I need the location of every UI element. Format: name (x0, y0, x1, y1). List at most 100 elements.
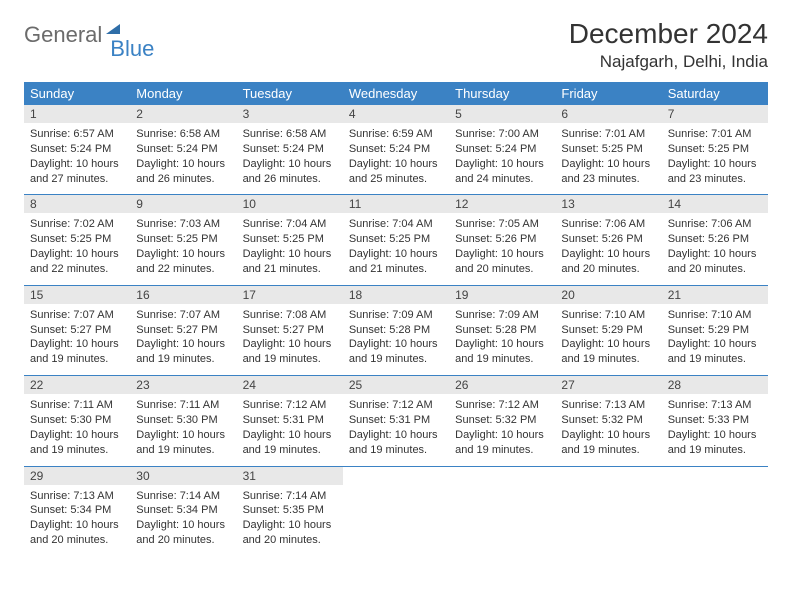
day-body: Sunrise: 7:14 AMSunset: 5:34 PMDaylight:… (130, 485, 236, 556)
day-body: Sunrise: 7:10 AMSunset: 5:29 PMDaylight:… (662, 304, 768, 375)
calendar-cell: 4Sunrise: 6:59 AMSunset: 5:24 PMDaylight… (343, 105, 449, 195)
day-body: Sunrise: 7:04 AMSunset: 5:25 PMDaylight:… (237, 213, 343, 284)
page: General Blue December 2024 Najafgarh, De… (0, 0, 792, 556)
calendar-body: 1Sunrise: 6:57 AMSunset: 5:24 PMDaylight… (24, 105, 768, 556)
day-body: Sunrise: 6:59 AMSunset: 5:24 PMDaylight:… (343, 123, 449, 194)
calendar-cell: .. (662, 466, 768, 556)
calendar-cell: 24Sunrise: 7:12 AMSunset: 5:31 PMDayligh… (237, 376, 343, 466)
day-body: Sunrise: 7:02 AMSunset: 5:25 PMDaylight:… (24, 213, 130, 284)
day-number: 13 (555, 195, 661, 213)
day-body: Sunrise: 6:58 AMSunset: 5:24 PMDaylight:… (237, 123, 343, 194)
day-number: 26 (449, 376, 555, 394)
logo: General Blue (24, 18, 154, 48)
day-number: 10 (237, 195, 343, 213)
page-title: December 2024 (569, 18, 768, 50)
calendar-cell: 27Sunrise: 7:13 AMSunset: 5:32 PMDayligh… (555, 376, 661, 466)
day-body: Sunrise: 7:12 AMSunset: 5:32 PMDaylight:… (449, 394, 555, 465)
day-number: 25 (343, 376, 449, 394)
weekday-sunday: Sunday (24, 82, 130, 105)
day-number: 18 (343, 286, 449, 304)
calendar-cell: .. (449, 466, 555, 556)
calendar-row: 15Sunrise: 7:07 AMSunset: 5:27 PMDayligh… (24, 285, 768, 375)
calendar-cell: 11Sunrise: 7:04 AMSunset: 5:25 PMDayligh… (343, 195, 449, 285)
calendar-cell: 23Sunrise: 7:11 AMSunset: 5:30 PMDayligh… (130, 376, 236, 466)
calendar-cell: 6Sunrise: 7:01 AMSunset: 5:25 PMDaylight… (555, 105, 661, 195)
day-number: 19 (449, 286, 555, 304)
day-body: Sunrise: 7:14 AMSunset: 5:35 PMDaylight:… (237, 485, 343, 556)
day-body: Sunrise: 7:03 AMSunset: 5:25 PMDaylight:… (130, 213, 236, 284)
day-number: 31 (237, 467, 343, 485)
day-number: 5 (449, 105, 555, 123)
calendar-cell: 17Sunrise: 7:08 AMSunset: 5:27 PMDayligh… (237, 285, 343, 375)
header: General Blue December 2024 Najafgarh, De… (24, 18, 768, 72)
day-body: Sunrise: 7:01 AMSunset: 5:25 PMDaylight:… (662, 123, 768, 194)
day-number: 7 (662, 105, 768, 123)
calendar-cell: 18Sunrise: 7:09 AMSunset: 5:28 PMDayligh… (343, 285, 449, 375)
calendar-cell: 12Sunrise: 7:05 AMSunset: 5:26 PMDayligh… (449, 195, 555, 285)
calendar-cell: 26Sunrise: 7:12 AMSunset: 5:32 PMDayligh… (449, 376, 555, 466)
weekday-tuesday: Tuesday (237, 82, 343, 105)
day-number: 28 (662, 376, 768, 394)
calendar-cell: 7Sunrise: 7:01 AMSunset: 5:25 PMDaylight… (662, 105, 768, 195)
day-body: Sunrise: 7:06 AMSunset: 5:26 PMDaylight:… (555, 213, 661, 284)
day-number: 20 (555, 286, 661, 304)
calendar-cell: 25Sunrise: 7:12 AMSunset: 5:31 PMDayligh… (343, 376, 449, 466)
calendar-cell: .. (343, 466, 449, 556)
day-number: 22 (24, 376, 130, 394)
day-body: Sunrise: 7:13 AMSunset: 5:32 PMDaylight:… (555, 394, 661, 465)
weekday-header-row: Sunday Monday Tuesday Wednesday Thursday… (24, 82, 768, 105)
title-block: December 2024 Najafgarh, Delhi, India (569, 18, 768, 72)
day-body: Sunrise: 7:08 AMSunset: 5:27 PMDaylight:… (237, 304, 343, 375)
day-number: 12 (449, 195, 555, 213)
day-number: 27 (555, 376, 661, 394)
weekday-monday: Monday (130, 82, 236, 105)
calendar-cell: 8Sunrise: 7:02 AMSunset: 5:25 PMDaylight… (24, 195, 130, 285)
day-body: Sunrise: 7:06 AMSunset: 5:26 PMDaylight:… (662, 213, 768, 284)
calendar-cell: .. (555, 466, 661, 556)
day-body: Sunrise: 7:11 AMSunset: 5:30 PMDaylight:… (130, 394, 236, 465)
day-body: Sunrise: 7:04 AMSunset: 5:25 PMDaylight:… (343, 213, 449, 284)
weekday-thursday: Thursday (449, 82, 555, 105)
day-body: Sunrise: 6:57 AMSunset: 5:24 PMDaylight:… (24, 123, 130, 194)
day-number: 1 (24, 105, 130, 123)
day-body: Sunrise: 7:09 AMSunset: 5:28 PMDaylight:… (449, 304, 555, 375)
calendar-cell: 15Sunrise: 7:07 AMSunset: 5:27 PMDayligh… (24, 285, 130, 375)
day-number: 21 (662, 286, 768, 304)
calendar-row: 1Sunrise: 6:57 AMSunset: 5:24 PMDaylight… (24, 105, 768, 195)
day-number: 11 (343, 195, 449, 213)
logo-word-2: Blue (110, 36, 154, 62)
weekday-saturday: Saturday (662, 82, 768, 105)
calendar-cell: 2Sunrise: 6:58 AMSunset: 5:24 PMDaylight… (130, 105, 236, 195)
day-body: Sunrise: 7:07 AMSunset: 5:27 PMDaylight:… (130, 304, 236, 375)
day-body: Sunrise: 7:10 AMSunset: 5:29 PMDaylight:… (555, 304, 661, 375)
calendar-cell: 19Sunrise: 7:09 AMSunset: 5:28 PMDayligh… (449, 285, 555, 375)
weekday-friday: Friday (555, 82, 661, 105)
calendar-cell: 16Sunrise: 7:07 AMSunset: 5:27 PMDayligh… (130, 285, 236, 375)
day-number: 6 (555, 105, 661, 123)
day-number: 4 (343, 105, 449, 123)
day-number: 3 (237, 105, 343, 123)
calendar-row: 22Sunrise: 7:11 AMSunset: 5:30 PMDayligh… (24, 376, 768, 466)
day-number: 24 (237, 376, 343, 394)
calendar-cell: 22Sunrise: 7:11 AMSunset: 5:30 PMDayligh… (24, 376, 130, 466)
logo-triangle-icon (106, 24, 120, 34)
location-text: Najafgarh, Delhi, India (569, 52, 768, 72)
day-number: 29 (24, 467, 130, 485)
calendar-cell: 10Sunrise: 7:04 AMSunset: 5:25 PMDayligh… (237, 195, 343, 285)
logo-word-1: General (24, 22, 102, 48)
calendar-cell: 3Sunrise: 6:58 AMSunset: 5:24 PMDaylight… (237, 105, 343, 195)
calendar-cell: 1Sunrise: 6:57 AMSunset: 5:24 PMDaylight… (24, 105, 130, 195)
day-body: Sunrise: 7:13 AMSunset: 5:34 PMDaylight:… (24, 485, 130, 556)
day-body: Sunrise: 7:13 AMSunset: 5:33 PMDaylight:… (662, 394, 768, 465)
weekday-wednesday: Wednesday (343, 82, 449, 105)
day-body: Sunrise: 6:58 AMSunset: 5:24 PMDaylight:… (130, 123, 236, 194)
calendar-cell: 21Sunrise: 7:10 AMSunset: 5:29 PMDayligh… (662, 285, 768, 375)
calendar-cell: 5Sunrise: 7:00 AMSunset: 5:24 PMDaylight… (449, 105, 555, 195)
calendar-row: 8Sunrise: 7:02 AMSunset: 5:25 PMDaylight… (24, 195, 768, 285)
day-number: 2 (130, 105, 236, 123)
calendar-cell: 31Sunrise: 7:14 AMSunset: 5:35 PMDayligh… (237, 466, 343, 556)
day-body: Sunrise: 7:07 AMSunset: 5:27 PMDaylight:… (24, 304, 130, 375)
day-number: 9 (130, 195, 236, 213)
calendar-cell: 28Sunrise: 7:13 AMSunset: 5:33 PMDayligh… (662, 376, 768, 466)
day-body: Sunrise: 7:11 AMSunset: 5:30 PMDaylight:… (24, 394, 130, 465)
